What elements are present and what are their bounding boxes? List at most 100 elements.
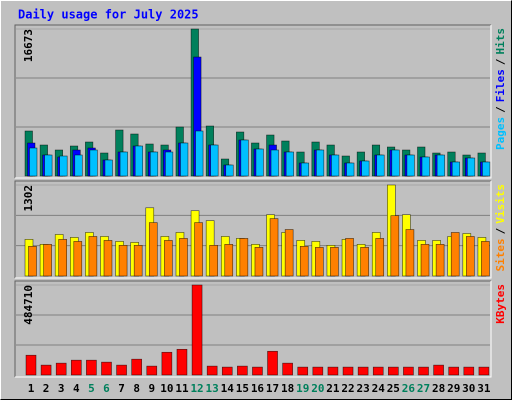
y-tick-label: 16673 xyxy=(22,29,35,62)
bar xyxy=(421,156,430,177)
bar xyxy=(237,365,248,376)
bar xyxy=(467,157,476,177)
bar xyxy=(436,154,445,177)
bar xyxy=(331,154,340,177)
bar xyxy=(176,348,188,376)
bar xyxy=(29,147,38,177)
bar xyxy=(101,361,112,376)
bar xyxy=(55,362,67,376)
legend: Sites / Visits xyxy=(494,184,507,272)
x-tick-label: 18 xyxy=(281,382,294,395)
bar xyxy=(418,366,429,376)
legend-separator: / xyxy=(494,58,507,65)
bar xyxy=(267,350,278,376)
y-tick-label: 1302 xyxy=(22,185,35,212)
legend-entry: Visits xyxy=(494,184,507,224)
legend: KBytes xyxy=(494,284,507,324)
x-tick-label: 25 xyxy=(387,382,400,395)
bar xyxy=(482,161,491,177)
bar xyxy=(342,366,354,376)
bar xyxy=(131,358,142,376)
bar xyxy=(119,151,128,177)
bar xyxy=(346,162,355,177)
bar xyxy=(254,247,264,277)
bar xyxy=(316,149,325,177)
bar xyxy=(435,244,445,277)
legend-entry: KBytes xyxy=(494,284,507,324)
bar xyxy=(70,359,82,376)
bar xyxy=(74,154,83,177)
bar xyxy=(327,366,339,376)
bar xyxy=(194,222,203,277)
bar xyxy=(89,149,98,177)
bar xyxy=(240,139,249,177)
bar xyxy=(180,142,189,177)
bar xyxy=(284,229,294,277)
bar xyxy=(146,365,158,376)
bar xyxy=(44,154,53,177)
bar xyxy=(406,154,415,177)
legend-separator: / xyxy=(494,106,507,113)
bar xyxy=(239,238,249,277)
bar xyxy=(28,245,37,277)
x-tick-label: 6 xyxy=(103,382,110,395)
panel-edge xyxy=(14,280,491,377)
bar xyxy=(345,238,354,277)
panel-edge xyxy=(14,180,491,278)
x-tick-label: 24 xyxy=(372,382,386,395)
bar xyxy=(179,238,188,277)
bar xyxy=(372,366,384,376)
x-tick-label: 22 xyxy=(341,382,354,395)
bar xyxy=(390,215,400,277)
bar xyxy=(361,160,370,177)
bar xyxy=(149,151,159,177)
bar xyxy=(360,247,369,277)
legend-entry: Files xyxy=(494,69,507,102)
x-tick-label: 11 xyxy=(175,382,189,395)
bar xyxy=(165,151,174,177)
bar xyxy=(224,244,234,277)
x-tick-label: 31 xyxy=(477,382,491,395)
x-tick-label: 28 xyxy=(432,382,445,395)
x-tick-label: 3 xyxy=(58,382,65,395)
bar xyxy=(255,148,264,177)
bar xyxy=(225,164,234,177)
bar xyxy=(478,366,490,376)
panel-edge xyxy=(15,281,492,378)
x-tick-label: 10 xyxy=(160,382,173,395)
panel-edge xyxy=(14,24,491,178)
bar xyxy=(312,366,324,376)
bar xyxy=(104,159,113,177)
bar xyxy=(195,130,204,177)
panel-edge xyxy=(15,25,492,179)
bar xyxy=(466,236,475,277)
bar xyxy=(299,245,309,277)
bar xyxy=(330,247,339,277)
bar xyxy=(59,155,68,177)
bar xyxy=(58,239,67,277)
x-tick-label: 15 xyxy=(236,382,249,395)
bar xyxy=(86,359,97,376)
bar xyxy=(297,366,309,376)
bar xyxy=(388,366,399,376)
bar xyxy=(270,149,279,177)
bar xyxy=(191,284,203,376)
x-tick-label: 7 xyxy=(118,382,125,395)
bar xyxy=(40,364,52,376)
bar xyxy=(375,238,385,277)
bar xyxy=(403,366,414,376)
bar xyxy=(116,364,127,376)
bar xyxy=(357,366,369,376)
legend-entry: Sites xyxy=(494,238,507,271)
legend-entry: Pages xyxy=(494,117,507,150)
bar xyxy=(25,354,37,376)
bar xyxy=(209,245,218,277)
bar xyxy=(73,241,83,277)
x-tick-label: 4 xyxy=(73,382,80,395)
x-tick-label: 12 xyxy=(190,382,203,395)
bar xyxy=(103,240,113,277)
bar xyxy=(252,366,263,376)
x-tick-label: 14 xyxy=(221,382,235,395)
bar xyxy=(148,222,158,277)
